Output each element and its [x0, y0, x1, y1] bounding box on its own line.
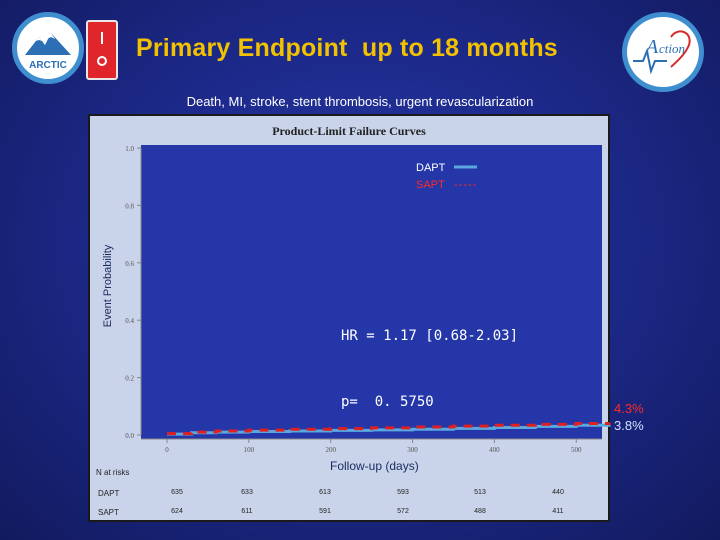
risk-value-sapt: 572	[397, 508, 409, 515]
x-tick-label: 0	[165, 446, 169, 454]
x-axis-label: Follow-up (days)	[330, 459, 419, 473]
risk-value-sapt: 624	[171, 508, 183, 515]
y-tick-label: 0.6	[125, 260, 134, 268]
slide-title: Primary Endpoint up to 18 months	[136, 34, 558, 62]
risk-value-dapt: 513	[474, 489, 486, 496]
y-tick-label: 0.2	[125, 375, 134, 383]
y-tick-label: 0.4	[125, 317, 134, 325]
chart-title: Product-Limit Failure Curves	[272, 124, 426, 138]
risk-value-dapt: 613	[319, 489, 331, 496]
arctic-logo-text: ARCTIC	[29, 60, 67, 71]
x-tick-label: 100	[244, 446, 255, 454]
risk-value-dapt: 633	[241, 489, 253, 496]
risk-value-sapt: 411	[552, 508, 564, 515]
x-tick-label: 300	[407, 446, 418, 454]
hazard-ratio-annotation: HR = 1.17 [0.68-2.03] p= 0. 5750	[341, 281, 518, 435]
power-switch-icon	[86, 20, 118, 80]
legend-sapt-symbol: -----	[454, 179, 478, 191]
slide-subtitle: Death, MI, stroke, stent thrombosis, urg…	[186, 94, 534, 109]
sapt-end-label: 4.3%	[614, 401, 644, 416]
p-value-line: p= 0. 5750	[341, 394, 434, 410]
legend-dapt-label: DAPT	[416, 162, 446, 174]
y-axis-label: Event Probability	[102, 244, 114, 328]
risk-table-title: N at risks	[96, 468, 130, 477]
action-logo-text: ction	[659, 41, 685, 56]
heart-pulse-icon: A ction	[633, 30, 691, 75]
risk-value-sapt: 611	[241, 508, 253, 515]
x-tick-label: 200	[325, 446, 336, 454]
risk-value-dapt: 440	[552, 489, 564, 496]
plot-area	[141, 145, 602, 439]
dapt-end-label: 3.8%	[614, 418, 644, 433]
y-tick-label: 1.0	[125, 145, 134, 153]
risk-value-sapt: 591	[319, 508, 331, 515]
mountain-icon: ARCTIC	[25, 33, 71, 71]
y-tick-label: 0.0	[125, 432, 134, 440]
risk-value-dapt: 593	[397, 489, 409, 496]
x-tick-label: 400	[489, 446, 500, 454]
y-tick-label: 0.8	[125, 202, 134, 210]
x-tick-label: 500	[571, 446, 582, 454]
legend-sapt-label: SAPT	[416, 179, 445, 191]
arctic-logo: ARCTIC	[12, 12, 84, 84]
hr-line: HR = 1.17 [0.68-2.03]	[341, 328, 519, 344]
risk-row-sapt-label: SAPT	[98, 508, 119, 517]
action-logo: A ction	[622, 12, 704, 92]
series-sapt-line	[167, 422, 611, 436]
risk-value-dapt: 635	[171, 489, 183, 496]
svg-text:A: A	[644, 36, 659, 58]
risk-row-dapt-label: DAPT	[98, 489, 120, 498]
risk-value-sapt: 488	[474, 508, 486, 515]
